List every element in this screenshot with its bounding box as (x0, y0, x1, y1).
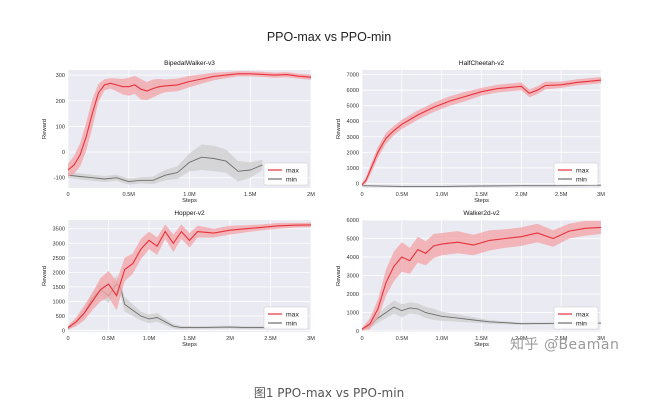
y-tick-label: 4000 (347, 255, 359, 261)
x-tick-label: 0.5M (396, 336, 409, 342)
x-tick-label: 2.5M (264, 336, 277, 342)
x-tick-label: 3M (307, 336, 315, 342)
y-tick-label: 1000 (53, 299, 65, 305)
series-band-min (68, 144, 263, 185)
y-tick-label: -100 (54, 176, 65, 182)
legend-label-max: max (576, 311, 589, 318)
subplot-1: 0 0.5M 1.0M 1.5M 2M -100 0 100 200 300 Steps Reward… (42, 60, 315, 204)
x-tick-label: 0.5M (102, 336, 115, 342)
y-tick-label: 5000 (347, 237, 359, 243)
y-tick-label: 2000 (347, 150, 359, 156)
x-tick-label: 2.0M (515, 192, 528, 198)
series-line-min (361, 306, 602, 330)
x-tick-label: 0 (360, 192, 363, 198)
x-tick-label: 1.0M (435, 336, 448, 342)
x-tick-label: 1.5M (244, 192, 257, 198)
y-tick-label: 3500 (53, 227, 65, 233)
x-tick-label: 3M (597, 336, 605, 342)
y-tick-label: 6000 (347, 88, 359, 94)
x-tick-label: 3M (597, 192, 605, 198)
y-tick-label: 2000 (53, 270, 65, 276)
y-tick-label: 3000 (53, 241, 65, 247)
x-tick-label: 2M (226, 336, 234, 342)
x-tick-label: 2.0M (515, 336, 528, 342)
x-tick-label: 1.5M (475, 336, 488, 342)
subplot-3: 0 0.5M 1.0M 1.5M 2M 2.5M 3M 0 500 1000 1500 2000 250… (42, 210, 315, 348)
y-tick-label: 0 (356, 329, 359, 335)
legend: max min (263, 162, 309, 186)
y-tick-label: 1000 (347, 311, 359, 317)
series-line-max (361, 79, 602, 186)
x-axis-label: Steps (182, 342, 197, 348)
legend-label-min: min (576, 320, 587, 327)
x-tick-label: 0.5M (396, 192, 409, 198)
legend-label-min: min (286, 176, 297, 183)
x-tick-label: 2.5M (555, 192, 568, 198)
series-line-min (67, 156, 263, 183)
y-axis-label: Reward (336, 119, 342, 139)
legend-label-max: max (286, 311, 299, 318)
watermark: 知乎 @Beaman (510, 337, 620, 353)
y-tick-label: 300 (56, 73, 65, 79)
x-tick-label: 2.5M (555, 336, 568, 342)
x-axis-label: Steps (182, 198, 197, 204)
legend: max min (553, 306, 599, 330)
x-tick-label: 0 (360, 336, 363, 342)
subplot-title: HalfCheetah-v2 (459, 60, 505, 67)
x-axis-label: Steps (474, 198, 489, 204)
series-line-max (361, 226, 602, 330)
y-tick-label: 100 (56, 124, 65, 130)
y-tick-label: 1500 (53, 285, 65, 291)
subplot-title: BipedalWalker-v3 (164, 60, 215, 67)
legend-label-max: max (576, 167, 589, 174)
subplot-4: 0 0.5M 1.0M 1.5M 2.0M 2.5M 3M 0 1000 2000 3000 4000… (336, 210, 605, 348)
y-tick-label: 0 (62, 329, 65, 335)
x-tick-label: 0 (66, 192, 69, 198)
subplot-2: 0 0.5M 1.0M 1.5M 2.0M 2.5M 3M 0 1000 2000 3000 4000… (336, 60, 605, 204)
x-tick-label: 0 (66, 336, 69, 342)
x-tick-label: 1.0M (183, 192, 196, 198)
y-tick-label: 200 (56, 99, 65, 105)
legend-label-max: max (286, 167, 299, 174)
x-tick-label: 1.5M (183, 336, 196, 342)
series-band-min (362, 300, 601, 331)
subplot-title: Hopper-v2 (174, 210, 205, 217)
x-axis-label: Steps (474, 342, 489, 348)
y-tick-label: 1000 (347, 166, 359, 172)
y-axis-label: Reward (336, 266, 342, 286)
figure-caption: 图1 PPO-max vs PPO-min (253, 386, 405, 400)
y-tick-label: 7000 (347, 73, 359, 79)
x-tick-label: 1.0M (143, 336, 156, 342)
series-line-max (67, 224, 312, 329)
legend: max min (553, 162, 599, 186)
legend-label-min: min (286, 320, 297, 327)
x-tick-label: 0.5M (123, 192, 136, 198)
series-band-max (68, 222, 311, 330)
subplot-title: Walker2d-v2 (463, 210, 500, 217)
series-band-max (362, 220, 601, 331)
y-tick-label: 0 (356, 181, 359, 187)
legend: max min (263, 306, 309, 330)
y-tick-label: 4000 (347, 119, 359, 125)
x-tick-label: 1.5M (475, 192, 488, 198)
y-tick-label: 2500 (53, 256, 65, 262)
y-tick-label: 0 (62, 150, 65, 156)
legend-label-min: min (576, 176, 587, 183)
series-line-max (67, 73, 312, 171)
series-line-min (361, 184, 602, 187)
x-tick-label: 2M (307, 192, 315, 198)
y-tick-label: 500 (56, 314, 65, 320)
y-tick-label: 2000 (347, 292, 359, 298)
figure-title: PPO-max vs PPO-min (266, 30, 392, 44)
x-tick-label: 1.0M (435, 192, 448, 198)
y-tick-label: 3000 (347, 135, 359, 141)
y-axis-label: Reward (42, 266, 48, 286)
y-tick-label: 3000 (347, 274, 359, 280)
y-axis-label: Reward (42, 119, 48, 139)
y-tick-label: 6000 (347, 218, 359, 224)
y-tick-label: 5000 (347, 104, 359, 110)
